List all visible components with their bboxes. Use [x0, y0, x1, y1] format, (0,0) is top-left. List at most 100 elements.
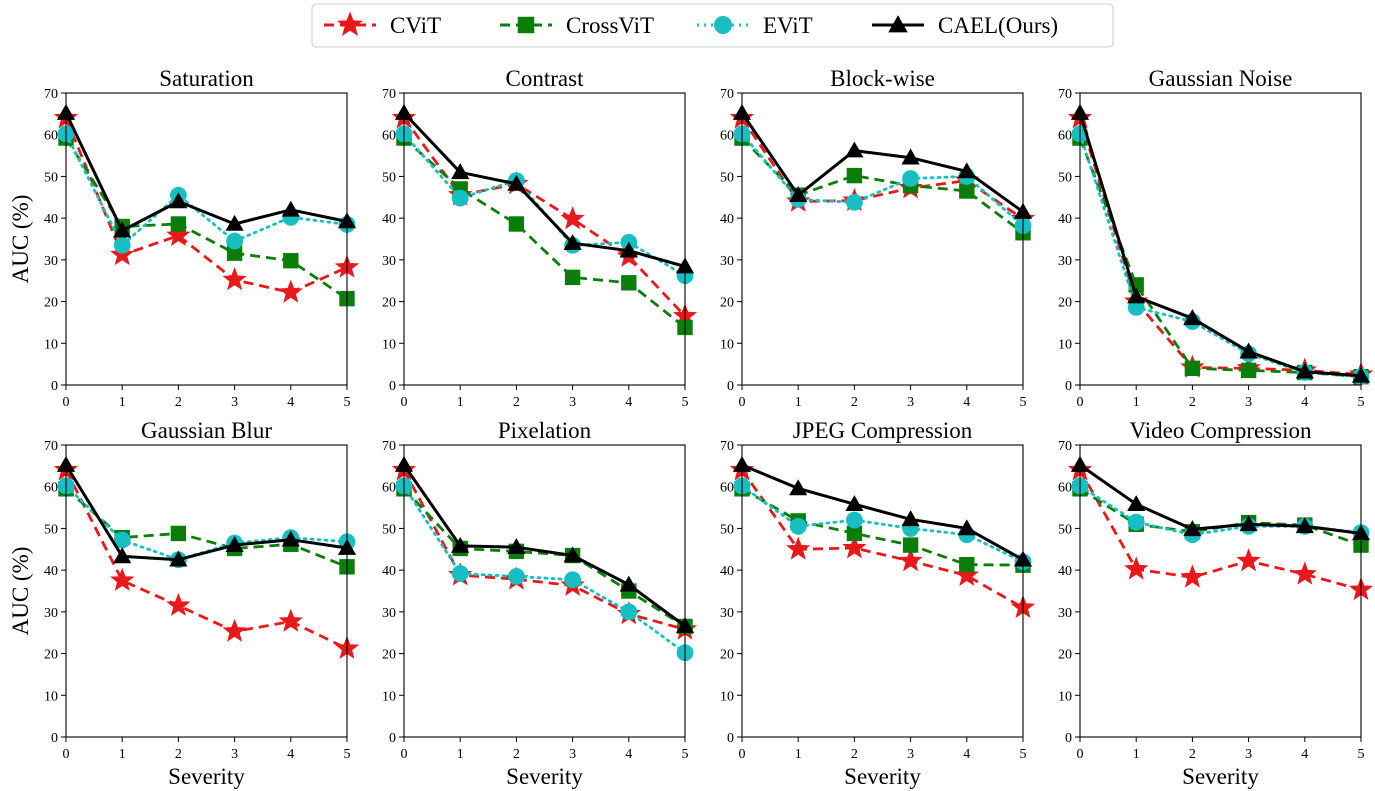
series-line-cael-ours [402, 464, 686, 628]
y-tick-label: 0 [1065, 379, 1072, 394]
y-tick-label: 10 [382, 337, 396, 352]
data-point-cvit [110, 567, 135, 591]
x-tick-label: 3 [231, 747, 238, 762]
y-tick-label: 70 [1058, 439, 1072, 454]
panel-gaussian-blur: Gaussian Blur 0 10 20 30 40 50 60 70 0 1 2 3 4 5 AUC (%… [8, 418, 359, 789]
data-point-cvit [954, 562, 979, 586]
y-tick-label: 60 [1058, 481, 1072, 496]
data-point-cvit [560, 206, 585, 230]
x-tick-label: 4 [963, 747, 970, 762]
data-point-cael-ours [1127, 495, 1146, 512]
x-tick-label: 2 [1189, 395, 1196, 410]
series-line-cvit [1078, 469, 1362, 592]
y-tick-label: 20 [720, 648, 734, 663]
data-point-cvit [786, 536, 811, 560]
x-tick-label: 4 [963, 395, 970, 410]
data-point-cael-ours [789, 186, 808, 203]
x-tick-label: 5 [344, 395, 351, 410]
x-tick-label: 3 [569, 395, 576, 410]
data-point-crossvit [1240, 362, 1257, 379]
series-crossvit [396, 130, 693, 336]
series-line-cael-ours [1079, 463, 1362, 535]
data-point-crossvit [170, 525, 187, 542]
plot-frame [65, 92, 348, 386]
data-point-cael-ours [1295, 362, 1314, 379]
y-tick-label: 10 [44, 689, 58, 704]
data-point-cael-ours [281, 200, 300, 217]
data-point-cvit [1236, 548, 1261, 572]
y-tick-label: 30 [44, 254, 58, 269]
data-point-cael-ours [789, 479, 808, 496]
data-point-cael-ours [619, 241, 638, 258]
y-tick-label: 0 [727, 379, 734, 394]
panel-title: Gaussian Blur [141, 418, 272, 443]
legend-label-crossvit: CrossViT [566, 13, 654, 38]
series-cvit [392, 105, 697, 327]
panel-gaussian-noise: Gaussian Noise 0 10 20 30 40 50 60 70 0 1 2 3 4 5 [1058, 66, 1373, 410]
data-point-cael-ours [1295, 517, 1314, 534]
x-tick-label: 1 [119, 747, 126, 762]
series-line-cael-ours [741, 463, 1024, 562]
y-tick-label: 50 [1058, 170, 1072, 185]
data-point-cael-ours [563, 546, 582, 563]
series-cael-ours [394, 103, 695, 274]
legend-label-cael-ours: CAEL(Ours) [938, 13, 1058, 38]
x-tick-label: 0 [1077, 395, 1084, 410]
series-crossvit [396, 481, 693, 635]
x-tick-label: 5 [1358, 747, 1365, 762]
data-point-crossvit [283, 252, 299, 269]
legend-label-evit: EViT [763, 13, 813, 38]
y-tick-label: 20 [382, 296, 396, 311]
data-point-cael-ours [563, 234, 582, 250]
x-tick-label: 4 [625, 395, 632, 410]
data-point-cael-ours [1183, 520, 1202, 537]
data-point-evit [451, 189, 469, 207]
series-line-cvit [740, 117, 1024, 221]
x-tick-label: 5 [1358, 395, 1365, 410]
panel-video-compression: Video Compression 0 10 20 30 40 50 60 70 0 1 2 3 4 5 Se… [1058, 418, 1373, 789]
y-tick-label: 40 [44, 564, 58, 579]
x-axis-label: Severity [1182, 764, 1259, 789]
y-tick-label: 30 [382, 606, 396, 621]
panel-title: JPEG Compression [793, 418, 973, 443]
plot-frame [741, 92, 1024, 386]
series-cvit [1068, 105, 1373, 385]
plot-frame [741, 444, 1024, 738]
data-point-cael-ours [169, 550, 188, 567]
y-tick-label: 40 [720, 212, 734, 227]
series-line-cael-ours [740, 112, 1024, 214]
series-line-crossvit [65, 487, 348, 569]
y-tick-label: 10 [382, 689, 396, 704]
y-tick-label: 20 [1058, 648, 1072, 663]
x-axis-label: Severity [506, 764, 583, 789]
data-point-cael-ours [901, 148, 920, 165]
x-tick-label: 4 [1301, 395, 1308, 410]
y-tick-label: 20 [44, 648, 58, 663]
data-point-cvit [898, 548, 923, 572]
x-tick-label: 3 [231, 395, 238, 410]
x-tick-label: 2 [513, 747, 520, 762]
data-point-cael-ours [619, 575, 638, 592]
data-point-cael-ours [225, 214, 244, 231]
y-tick-label: 30 [720, 606, 734, 621]
data-point-evit [508, 568, 525, 585]
y-tick-label: 0 [389, 731, 396, 746]
series-evit [395, 477, 694, 662]
y-tick-label: 50 [1058, 522, 1072, 537]
y-axis-label: AUC (%) [8, 547, 33, 636]
series-cael-ours [56, 103, 357, 238]
x-tick-label: 4 [287, 395, 294, 410]
x-tick-label: 2 [175, 747, 182, 762]
y-tick-label: 60 [382, 481, 396, 496]
x-tick-label: 0 [401, 395, 408, 410]
data-point-evit [902, 170, 919, 187]
plot-frame [403, 92, 686, 386]
x-tick-label: 3 [907, 747, 914, 762]
panel-pixelation: Pixelation 0 10 20 30 40 50 60 70 0 1 2 3 4 5 Severity [382, 418, 697, 789]
y-tick-label: 30 [720, 254, 734, 269]
y-tick-label: 70 [382, 87, 396, 102]
data-point-cael-ours [169, 192, 188, 209]
y-tick-label: 0 [51, 379, 58, 394]
y-tick-label: 70 [44, 87, 58, 102]
